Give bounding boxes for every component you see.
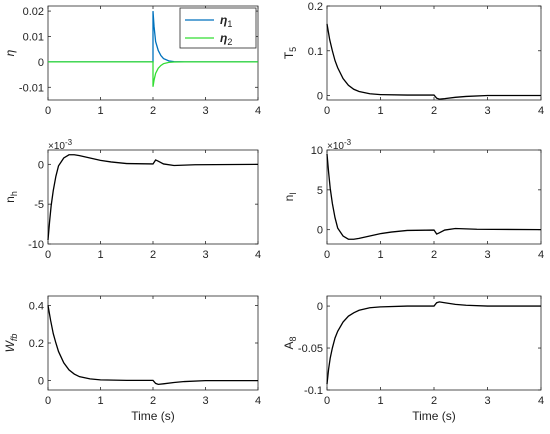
x-tick-label: 3: [484, 395, 490, 407]
x-tick-label: 3: [484, 105, 490, 117]
y-axis-label: nh: [3, 191, 19, 203]
x-tick-label: 0: [45, 249, 51, 261]
x-tick-label: 4: [538, 105, 544, 117]
subplot-6: 0 1 2 3 4 -0.1 -0.05 0 A8 Time (s): [282, 295, 544, 423]
series-line-1: [326, 301, 541, 385]
y-tick-label: -0.1: [304, 385, 323, 397]
x-tick-label: 4: [538, 395, 544, 407]
x-tick-label: 2: [150, 249, 156, 261]
x-tick-label: 3: [202, 395, 208, 407]
y-tick-label: 0: [317, 225, 323, 237]
series-line-1: [47, 305, 258, 386]
series-line-2: [48, 61, 258, 87]
x-tick-label: 2: [150, 395, 156, 407]
x-tick-label: 1: [97, 395, 103, 407]
x-tick-label: 2: [150, 105, 156, 117]
x-axis-label: Time (s): [131, 409, 175, 423]
y-tick-label: -0.05: [298, 343, 323, 355]
y-axis-label: nl: [282, 193, 298, 202]
x-tick-label: 4: [255, 249, 261, 261]
x-tick-label: 0: [324, 105, 330, 117]
y-tick-label: 5: [317, 185, 323, 197]
subplot-3: 0 1 2 3 4-10-50×10-3nh: [3, 138, 261, 261]
x-tick-label: 0: [45, 105, 51, 117]
subplot-5: 0 1 2 3 4 0 0.2 0.4 Wfb Time (s): [3, 295, 261, 423]
x-tick-label: 4: [255, 105, 261, 117]
x-tick-label: 2: [431, 395, 437, 407]
x-tick-label: 3: [484, 249, 490, 261]
y-tick-label: 0: [317, 91, 323, 103]
legend-box: [179, 7, 257, 49]
axes-box: [47, 149, 259, 245]
y-tick-label: 0.1: [308, 46, 323, 58]
subplot-2: 0 1 2 3 4 0 0.1 0.2 T5: [282, 1, 544, 117]
y-tick-label: 0.4: [29, 300, 44, 312]
x-tick-label: 3: [202, 249, 208, 261]
x-axis-label: Time (s): [412, 409, 456, 423]
y-tick-label: 0.2: [308, 1, 323, 13]
x-tick-label: 0: [324, 395, 330, 407]
axes-box: [326, 5, 542, 101]
x-tick-label: 3: [202, 105, 208, 117]
y-axis-label: T5: [282, 47, 298, 59]
x-tick-label: 0: [45, 395, 51, 407]
axes-box: [47, 295, 259, 391]
x-tick-label: 4: [255, 395, 261, 407]
y-tick-label: 0.02: [23, 6, 44, 18]
x-tick-label: 0: [324, 249, 330, 261]
series-line-1: [326, 23, 541, 100]
y-tick-label: 0: [38, 57, 44, 69]
y-tick-label: 0.01: [23, 31, 44, 43]
x-tick-label: 2: [431, 249, 437, 261]
x-tick-label: 1: [97, 105, 103, 117]
y-tick-label: 0: [317, 301, 323, 313]
y-axis-label: η: [3, 49, 17, 56]
x-tick-label: 1: [377, 105, 383, 117]
y-tick-label: -0.01: [19, 82, 44, 94]
y-tick-label: -5: [34, 199, 44, 211]
x-tick-label: 2: [431, 105, 437, 117]
y-tick-label: 0: [38, 159, 44, 171]
x-tick-label: 1: [377, 395, 383, 407]
y-axis-label: A8: [282, 336, 298, 349]
axes-box: [326, 295, 542, 391]
series-line-1: [326, 153, 542, 240]
x-tick-label: 1: [377, 249, 383, 261]
y-axis-label: Wfb: [3, 334, 19, 353]
y-tick-label: 10: [311, 145, 323, 157]
y-tick-label: 0: [38, 376, 44, 388]
y-tick-label: 0.2: [29, 338, 44, 350]
x-tick-label: 1: [97, 249, 103, 261]
y-tick-label: -10: [28, 239, 44, 251]
x-tick-label: 4: [538, 249, 544, 261]
series-line-1: [47, 154, 259, 241]
